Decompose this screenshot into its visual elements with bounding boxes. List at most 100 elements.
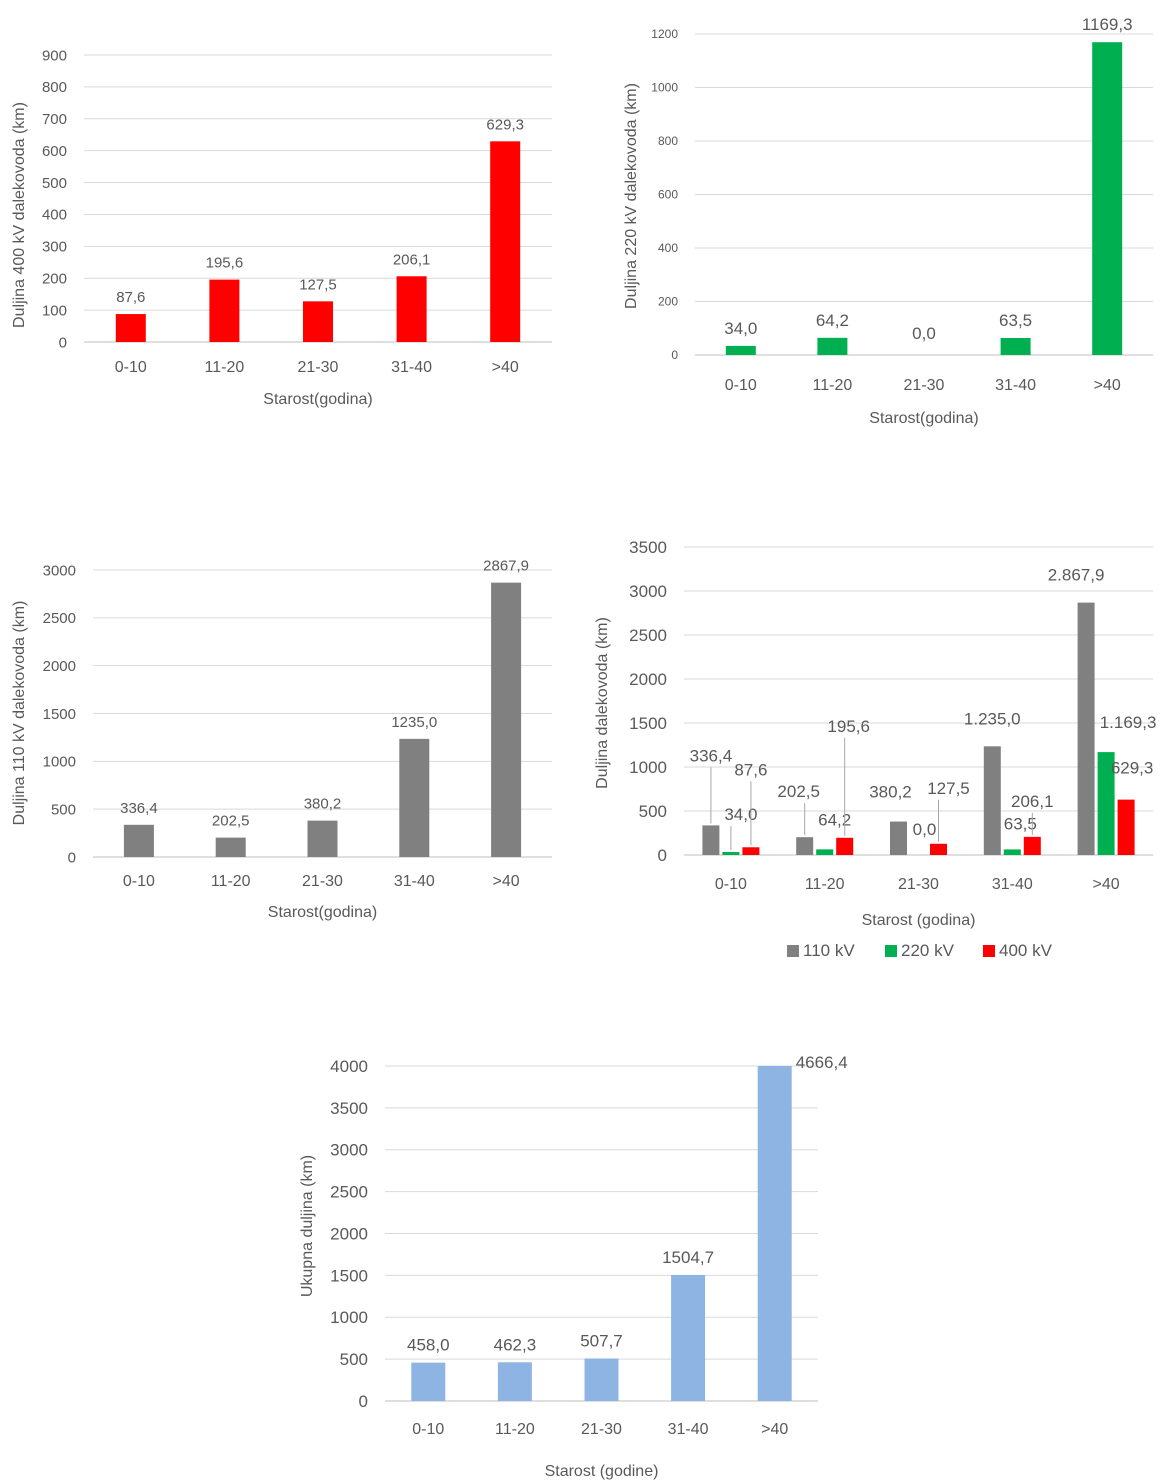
data-label: 458,0 xyxy=(407,1336,450,1355)
data-label: 127,5 xyxy=(927,779,970,798)
data-label: 507,7 xyxy=(580,1331,623,1350)
x-tick-label: 31-40 xyxy=(391,359,432,376)
data-label: 1169,3 xyxy=(1082,15,1133,34)
data-label: 34,0 xyxy=(724,319,757,338)
data-label: 195,6 xyxy=(206,255,244,272)
x-tick-label: 31-40 xyxy=(394,873,435,890)
y-tick-label: 2000 xyxy=(330,1224,368,1243)
y-tick-label: 100 xyxy=(42,302,67,319)
x-tick-label: 21-30 xyxy=(581,1421,622,1438)
data-label: 2867,9 xyxy=(483,558,529,575)
bar xyxy=(836,837,854,855)
x-tick-label: >40 xyxy=(1094,377,1121,394)
bar xyxy=(722,852,740,855)
data-label: 63,5 xyxy=(999,311,1032,330)
data-label: 462,3 xyxy=(494,1335,537,1354)
x-tick-label: 11-20 xyxy=(495,1421,535,1438)
y-tick-label: 1000 xyxy=(43,754,76,771)
bar xyxy=(983,746,1001,855)
bar xyxy=(307,820,338,857)
bar xyxy=(796,837,814,855)
y-tick-label: 1500 xyxy=(43,706,76,723)
bar xyxy=(702,825,720,855)
y-tick-label: 0 xyxy=(68,849,76,866)
y-tick-label: 2000 xyxy=(629,670,667,689)
bar xyxy=(584,1358,619,1401)
x-tick-label: 0-10 xyxy=(715,876,747,893)
bar xyxy=(399,738,430,857)
x-tick-label: 31-40 xyxy=(995,377,1036,394)
y-tick-label: 500 xyxy=(340,1350,368,1369)
y-tick-label: 900 xyxy=(42,47,67,64)
y-tick-label: 1500 xyxy=(330,1266,368,1285)
y-axis-title: Duljina 110 kV dalekovoda (km) xyxy=(11,601,28,826)
x-tick-label: 0-10 xyxy=(115,359,147,376)
bar xyxy=(890,821,907,855)
bar xyxy=(497,1362,532,1401)
data-label: 2.867,9 xyxy=(1048,566,1105,585)
bar xyxy=(1117,799,1135,855)
bar xyxy=(1077,602,1095,855)
bar xyxy=(1092,42,1123,355)
y-tick-label: 3000 xyxy=(43,562,76,579)
data-label: 87,6 xyxy=(116,289,145,306)
data-label: 336,4 xyxy=(120,800,158,817)
y-tick-label: 0 xyxy=(671,348,678,362)
data-label: 64,2 xyxy=(818,810,851,829)
data-label: 87,6 xyxy=(734,760,767,779)
data-label: 206,1 xyxy=(1011,792,1054,811)
data-label: 336,4 xyxy=(690,746,733,765)
y-tick-label: 2500 xyxy=(629,626,667,645)
bar xyxy=(757,1066,792,1401)
bar xyxy=(1097,752,1115,855)
y-tick-label: 700 xyxy=(42,111,67,128)
data-label: 1235,0 xyxy=(391,714,437,731)
data-label: 4666,4 xyxy=(796,1053,848,1072)
y-axis-title: Duljina 220 kV dalekovoda (km) xyxy=(623,83,640,309)
legend-label: 220 kV xyxy=(901,941,955,960)
x-tick-label: 0-10 xyxy=(123,873,155,890)
bar xyxy=(491,582,522,857)
x-tick-label: 0-10 xyxy=(725,377,757,394)
legend-swatch xyxy=(983,945,995,957)
legend-swatch xyxy=(885,945,897,957)
data-label: 380,2 xyxy=(869,783,912,802)
data-label: 195,6 xyxy=(827,717,870,736)
y-axis-title: Duljina dalekovoda (km) xyxy=(594,617,611,789)
x-tick-label: >40 xyxy=(493,873,520,890)
legend-swatch xyxy=(787,945,799,957)
y-tick-label: 3500 xyxy=(330,1099,368,1118)
bar xyxy=(396,276,427,342)
bar xyxy=(930,843,947,855)
chart-4: 0 500 1000 1500 2000 2500 3000 3500 Duljina dale… xyxy=(594,538,1156,960)
x-tick-label: >40 xyxy=(492,359,519,376)
y-axis-title: Ukupna duljina (km) xyxy=(299,1155,316,1297)
data-label: 0,0 xyxy=(912,324,936,343)
y-tick-label: 2500 xyxy=(330,1183,368,1202)
bar xyxy=(742,847,760,855)
y-tick-label: 2500 xyxy=(43,610,76,627)
data-label: 64,2 xyxy=(816,311,849,330)
y-tick-label: 500 xyxy=(51,801,76,818)
x-tick-label: 0-10 xyxy=(412,1421,444,1438)
y-tick-label: 4000 xyxy=(330,1057,368,1076)
data-label: 1.235,0 xyxy=(964,709,1021,728)
y-tick-label: 1500 xyxy=(629,714,667,733)
data-label: 1504,7 xyxy=(662,1248,714,1267)
x-tick-label: 21-30 xyxy=(298,359,339,376)
y-tick-label: 3000 xyxy=(629,582,667,601)
legend-label: 400 kV xyxy=(999,941,1053,960)
x-tick-label: 11-20 xyxy=(805,876,845,893)
chart-2: 0 200 400 600 800 1000 1200 Duljina 220 kV dale… xyxy=(623,15,1153,427)
x-tick-label: 11-20 xyxy=(813,377,853,394)
y-tick-label: 400 xyxy=(658,241,678,255)
data-label: 629,3 xyxy=(1111,759,1154,778)
x-tick-label: >40 xyxy=(761,1421,788,1438)
y-tick-label: 0 xyxy=(59,334,67,351)
x-tick-label: 21-30 xyxy=(302,873,343,890)
bar xyxy=(725,345,756,355)
y-tick-label: 200 xyxy=(658,295,678,309)
chart-5: 0 500 1000 1500 2000 2500 3000 3500 4000 Ukupna d… xyxy=(299,1053,848,1480)
data-label: 63,5 xyxy=(1004,814,1037,833)
y-tick-label: 600 xyxy=(658,188,678,202)
